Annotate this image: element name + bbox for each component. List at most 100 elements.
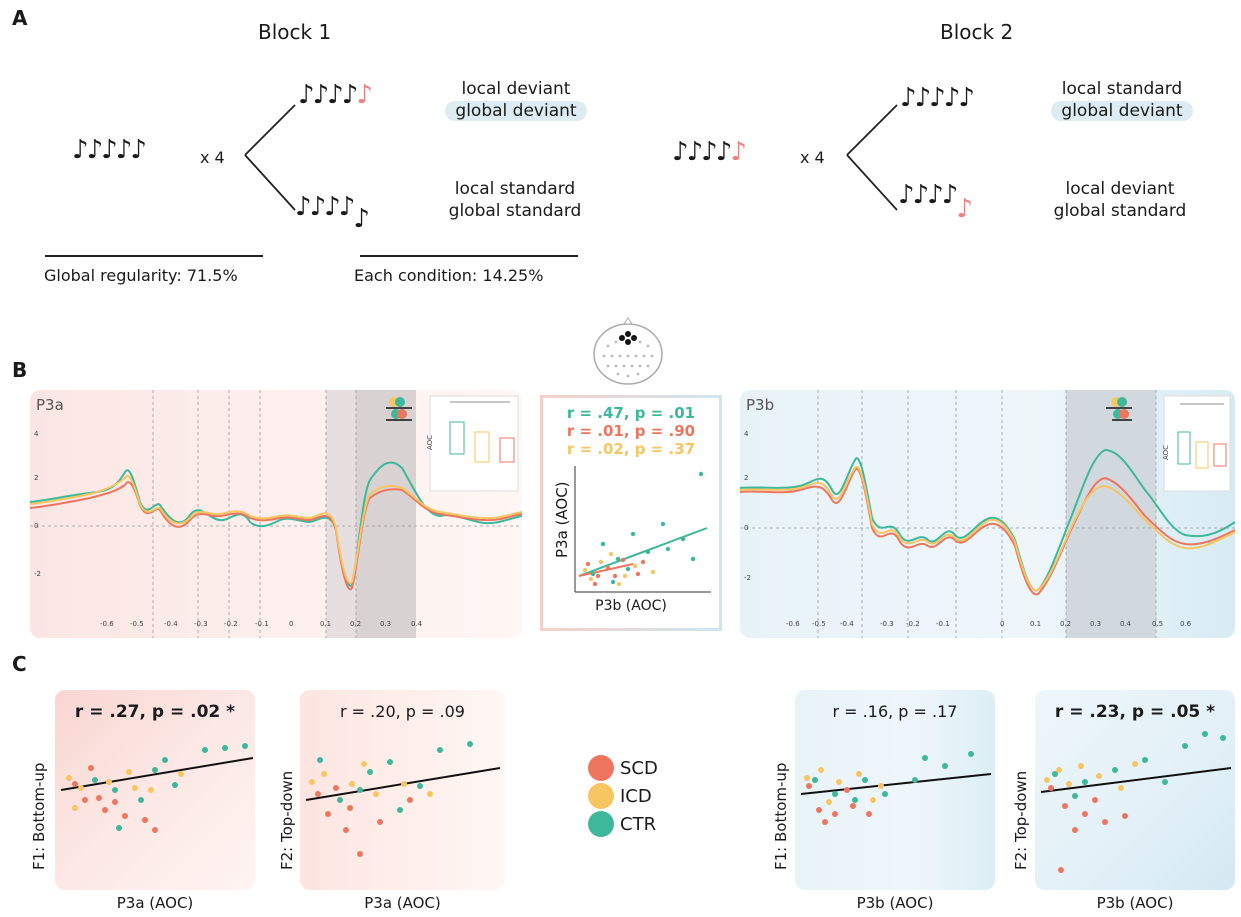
svg-text:-0.6: -0.6 <box>786 620 800 628</box>
f1-p3b-xlabel: P3b (AOC) <box>856 894 934 912</box>
svg-text:0: 0 <box>1000 620 1004 628</box>
block2-branch <box>846 104 898 211</box>
inset-ylabel: AOC <box>1162 445 1170 460</box>
svg-text:2: 2 <box>744 474 748 482</box>
svg-text:0.2: 0.2 <box>350 620 361 628</box>
panel-label-c: C <box>12 652 27 676</box>
svg-text:0.3: 0.3 <box>1090 620 1101 628</box>
svg-text:-0.4: -0.4 <box>840 620 854 628</box>
svg-text:0.6: 0.6 <box>1180 620 1192 628</box>
f2-p3a-scatter <box>305 741 501 857</box>
f1-p3a-stat: r = .27, p = .02 * <box>74 702 236 722</box>
center-scatter <box>574 466 711 593</box>
deviant-note-icon: ♪ <box>730 137 747 167</box>
f1-p3a-ylabel: F1: Bottom-up <box>30 762 48 870</box>
time-window-shade <box>326 390 356 638</box>
eighth-note-icon: ♪♪♪♪ <box>295 192 355 222</box>
block1-bottom-line1: local standard <box>454 179 576 199</box>
svg-text:2: 2 <box>34 474 38 482</box>
eeg-head-icon <box>593 317 663 385</box>
p3b-title: P3b <box>746 396 775 414</box>
block1-bottom-line2: global standard <box>448 201 582 221</box>
svg-text:-0.1: -0.1 <box>255 620 269 628</box>
aoc-boxplot-inset <box>429 395 519 492</box>
svg-text:0.4: 0.4 <box>411 620 423 628</box>
block2-bottom-sequence: ♪♪♪♪♪ <box>898 180 973 224</box>
svg-text:-2: -2 <box>744 574 751 582</box>
f1-p3b-scatter <box>800 751 992 825</box>
block1-title: Block 1 <box>258 20 332 44</box>
svg-text:-0.4: -0.4 <box>164 620 178 628</box>
scd-dot-icon <box>588 755 614 781</box>
svg-text:4: 4 <box>744 430 749 438</box>
time-window-shade <box>356 390 416 638</box>
time-window-shade <box>1066 390 1156 638</box>
each-condition: Each condition: 14.25% <box>354 266 544 285</box>
global-regularity: Global regularity: 71.5% <box>44 266 238 285</box>
block1-sequence: ♪♪♪♪♪ <box>72 135 147 165</box>
eighth-note-icon: ♪♪♪♪ <box>672 137 732 167</box>
legend-item-ctr: CTR <box>588 811 658 837</box>
f1-p3a-xlabel: P3a (AOC) <box>116 894 194 912</box>
center-xlabel: P3b (AOC) <box>595 598 667 614</box>
f2-p3b-stat: r = .23, p = .05 * <box>1054 702 1216 722</box>
block1-bottom-labels: local standard global standard <box>425 178 605 222</box>
eighth-note-icon: ♪♪♪♪♪ <box>72 135 147 165</box>
svg-text:0.4: 0.4 <box>1120 620 1132 628</box>
p3a-p3b-correlation-panel: r = .47, p = .01 r = .01, p = .90 r = .0… <box>540 395 722 631</box>
legend-item-icd: ICD <box>588 783 658 809</box>
f2-p3a-xlabel: P3a (AOC) <box>364 894 441 912</box>
panel-label-b: B <box>12 358 28 382</box>
block2-bottom-labels: local deviant global standard <box>1030 178 1210 222</box>
svg-text:0.5: 0.5 <box>1152 620 1163 628</box>
f1-p3b-stat: r = .16, p = .17 <box>832 702 958 721</box>
legend-item-scd: SCD <box>588 755 658 781</box>
f2-p3b-panel: r = .23, p = .05 * <box>1035 690 1235 890</box>
p3a-erp-plot: 4 2 0 -2 -0.6 -0.5 -0.4 -0.3 -0.2 -0.1 0 0.1 0.2 0… <box>30 390 522 638</box>
svg-text:0.2: 0.2 <box>1060 620 1071 628</box>
svg-text:-0.5: -0.5 <box>130 620 144 628</box>
svg-text:0: 0 <box>744 524 748 532</box>
p3b-erp-panel: P3b 4 2 0 -2 -0.6 -0.5 -0.4 -0.3 -0.2 -0.1 0 0.1 … <box>740 390 1235 638</box>
block2-top-labels: local standard global deviant <box>1042 78 1202 122</box>
p3a-erp-panel: P3a 4 2 0 -2 -0.6 -0.5 -0.4 -0.3 -0.2 -0.1 0 0.1 … <box>30 390 522 638</box>
divider <box>360 255 578 257</box>
f1-p3b-ylabel: F1: Bottom-up <box>772 762 790 870</box>
svg-text:-0.2: -0.2 <box>906 620 920 628</box>
block2-top-line1: local standard <box>1061 79 1183 99</box>
block1-top-line2: global deviant <box>445 101 587 121</box>
divider <box>45 255 263 257</box>
block2-bottom-line2: global standard <box>1053 201 1187 221</box>
eighth-note-icon: ♪ <box>353 204 370 234</box>
svg-text:0: 0 <box>289 620 293 628</box>
svg-text:-0.2: -0.2 <box>224 620 238 628</box>
svg-text:0.1: 0.1 <box>1030 620 1041 628</box>
block1-repeat: x 4 <box>200 148 225 167</box>
inset-ylabel: AOC <box>426 435 434 450</box>
svg-text:-0.6: -0.6 <box>100 620 114 628</box>
svg-text:4: 4 <box>34 430 39 438</box>
svg-text:0: 0 <box>34 522 38 530</box>
block1-bottom-sequence: ♪♪♪♪♪ <box>295 192 370 234</box>
icd-dot-icon <box>588 783 614 809</box>
eighth-note-icon: ♪♪♪♪♪ <box>900 83 975 113</box>
f1-p3b-panel: r = .16, p = .17 <box>795 690 995 890</box>
eighth-note-icon: ♪♪♪♪ <box>898 180 958 210</box>
block1-top-labels: local deviant global deviant <box>436 78 596 122</box>
block2-top-sequence: ♪♪♪♪♪ <box>900 83 975 113</box>
svg-text:-0.5: -0.5 <box>812 620 826 628</box>
f2-p3b-ylabel: F2: Top-down <box>1012 770 1030 870</box>
center-ylabel: P3a (AOC) <box>553 481 571 558</box>
deviant-note-icon: ♪ <box>356 80 373 110</box>
svg-text:-2: -2 <box>34 570 41 578</box>
svg-text:0.3: 0.3 <box>380 620 391 628</box>
f2-p3a-panel: r = .20, p = .09 <box>300 690 505 890</box>
block1-branch <box>244 104 296 211</box>
block2-sequence: ♪♪♪♪♪ <box>672 137 747 167</box>
f2-p3a-ylabel: F2: Top-down <box>278 770 296 870</box>
stat-scd: r = .01, p = .90 <box>566 422 696 440</box>
f1-p3a-panel: r = .27, p = .02 * <box>55 690 255 890</box>
f2-p3b-xlabel: P3b (AOC) <box>1096 894 1174 912</box>
deviant-note-icon: ♪ <box>956 194 973 224</box>
ctr-dot-icon <box>588 811 614 837</box>
